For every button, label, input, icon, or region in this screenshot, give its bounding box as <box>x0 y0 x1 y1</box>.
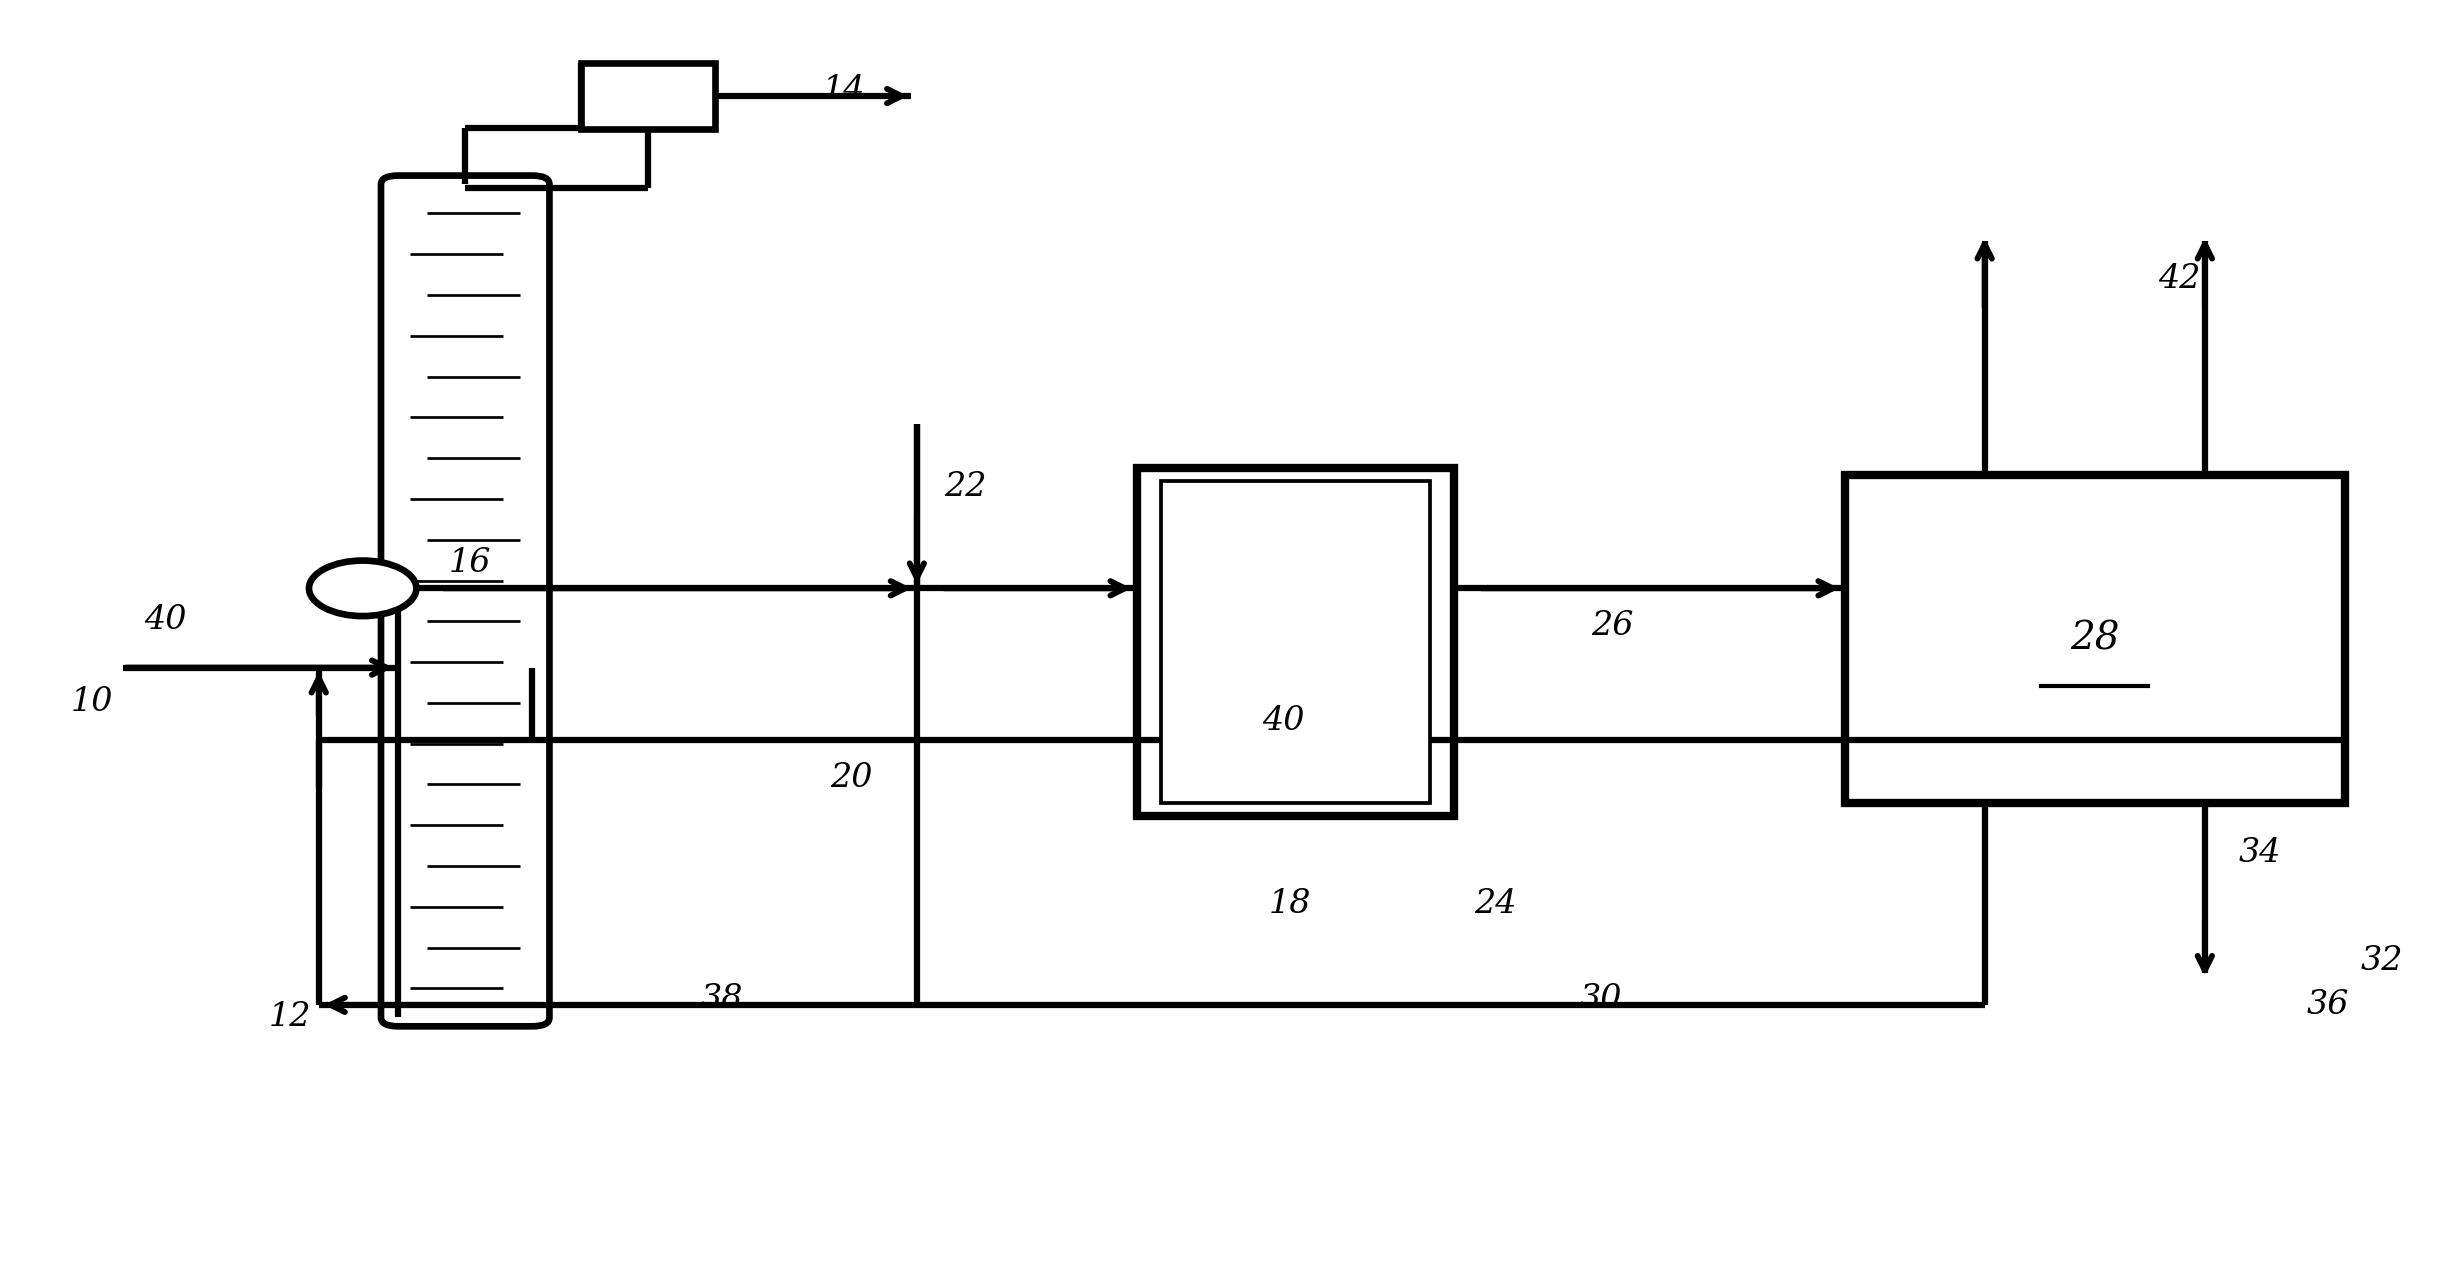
Text: 32: 32 <box>2361 945 2402 977</box>
Text: 10: 10 <box>71 686 112 719</box>
Text: 18: 18 <box>1268 888 1312 920</box>
Text: 22: 22 <box>943 472 987 503</box>
Text: 40: 40 <box>144 603 186 636</box>
Bar <box>582 63 716 129</box>
Bar <box>1136 468 1454 816</box>
Circle shape <box>308 560 415 616</box>
Text: 42: 42 <box>2158 263 2200 295</box>
Text: 34: 34 <box>2239 837 2280 869</box>
Text: 40: 40 <box>1261 705 1305 736</box>
Text: 20: 20 <box>829 762 873 793</box>
Text: 30: 30 <box>1579 983 1623 1015</box>
Text: 36: 36 <box>2307 989 2349 1021</box>
Text: 16: 16 <box>450 546 491 579</box>
FancyBboxPatch shape <box>381 176 550 1026</box>
Text: 26: 26 <box>1591 610 1635 643</box>
Text: 14: 14 <box>821 73 865 106</box>
Text: 38: 38 <box>701 983 743 1015</box>
Bar <box>1161 481 1430 803</box>
Bar <box>1845 474 2344 803</box>
Text: 28: 28 <box>2070 620 2119 658</box>
Text: 24: 24 <box>1474 888 1518 920</box>
Text: 12: 12 <box>269 1002 310 1034</box>
